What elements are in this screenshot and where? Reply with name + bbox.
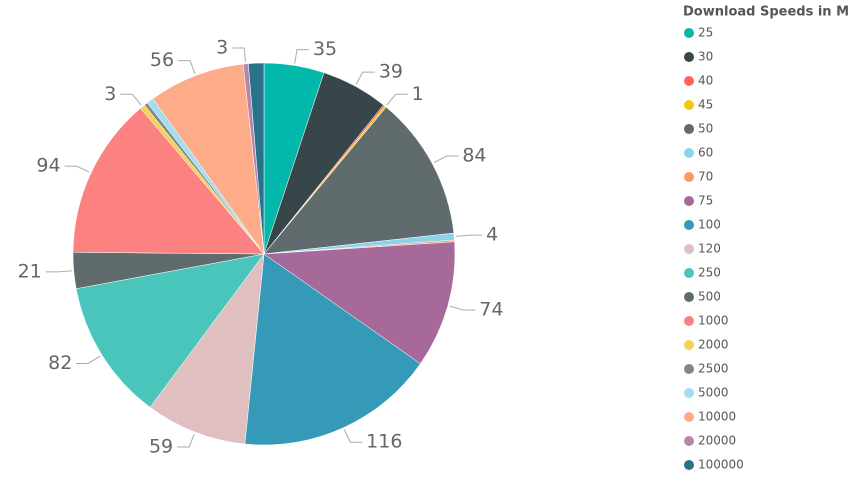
leader-line [433,155,459,164]
leader-line [355,71,375,85]
legend-label: 500 [698,290,721,304]
data-label: 56 [150,49,174,71]
leader-line [120,93,142,106]
pie-slice [149,253,265,445]
legend-marker [684,388,694,398]
legend-label: 100 [698,218,721,232]
legend-label: 75 [698,194,713,208]
legend-marker [684,124,694,134]
pie-slice [244,253,421,446]
legend-label: 2000 [698,338,729,352]
legend-label: 1000 [698,314,729,328]
leader-line [178,60,196,74]
legend-marker [684,268,694,278]
legend-label: 5000 [698,386,729,400]
legend-marker [684,196,694,206]
data-label: 94 [36,155,60,177]
data-label: 35 [313,38,337,60]
legend-label: 50 [698,122,713,136]
leader-line [343,429,363,443]
legend-marker [684,316,694,326]
pie-slice [75,253,265,408]
legend-marker [684,292,694,302]
legend-label: 250 [698,266,721,280]
leader-line [449,305,476,311]
pie-slice [248,62,265,255]
leader-line [76,355,101,364]
legend-marker [684,244,694,254]
data-label: 3 [216,36,228,58]
legend-label: 30 [698,50,713,64]
legend-label: 20000 [698,434,736,448]
legend-label: 40 [698,74,713,88]
data-label: 21 [18,260,42,282]
data-label: 4 [486,224,498,246]
pie-slice [263,241,456,365]
pie-slice [152,63,265,255]
data-label: 39 [379,61,403,83]
leader-line [64,165,90,173]
data-label: 116 [366,431,402,453]
pie-slice [263,106,455,255]
legend-label: 60 [698,146,713,160]
data-label: 59 [149,436,173,458]
legend-marker [684,52,694,62]
legend-marker [684,76,694,86]
legend-marker [684,220,694,230]
legend-marker [684,460,694,470]
legend-marker [684,148,694,158]
data-label: 84 [462,145,486,167]
data-label: 82 [48,352,72,374]
legend-marker [684,28,694,38]
legend-marker [684,172,694,182]
leader-line [386,93,408,106]
legend-marker [684,100,694,110]
data-label: 3 [104,83,116,105]
legend-marker [684,364,694,374]
legend-label: 120 [698,242,721,256]
data-label: 74 [479,299,503,321]
legend-marker [684,436,694,446]
legend-label: 10000 [698,410,736,424]
legend-label: 100000 [698,458,744,472]
legend-label: 70 [698,170,713,184]
leader-line [294,49,309,64]
leader-line [232,47,247,62]
legend-label: 2500 [698,362,729,376]
data-label: 1 [412,83,424,105]
legend-marker [684,340,694,350]
pie-slice [72,107,265,255]
leader-line [177,433,195,448]
legend-label: 45 [698,98,713,112]
legend-marker [684,412,694,422]
legend-label: 25 [698,26,713,40]
leader-line [456,234,483,237]
legend-title: Download Speeds in Mbps [683,5,850,20]
leader-line [45,270,72,273]
